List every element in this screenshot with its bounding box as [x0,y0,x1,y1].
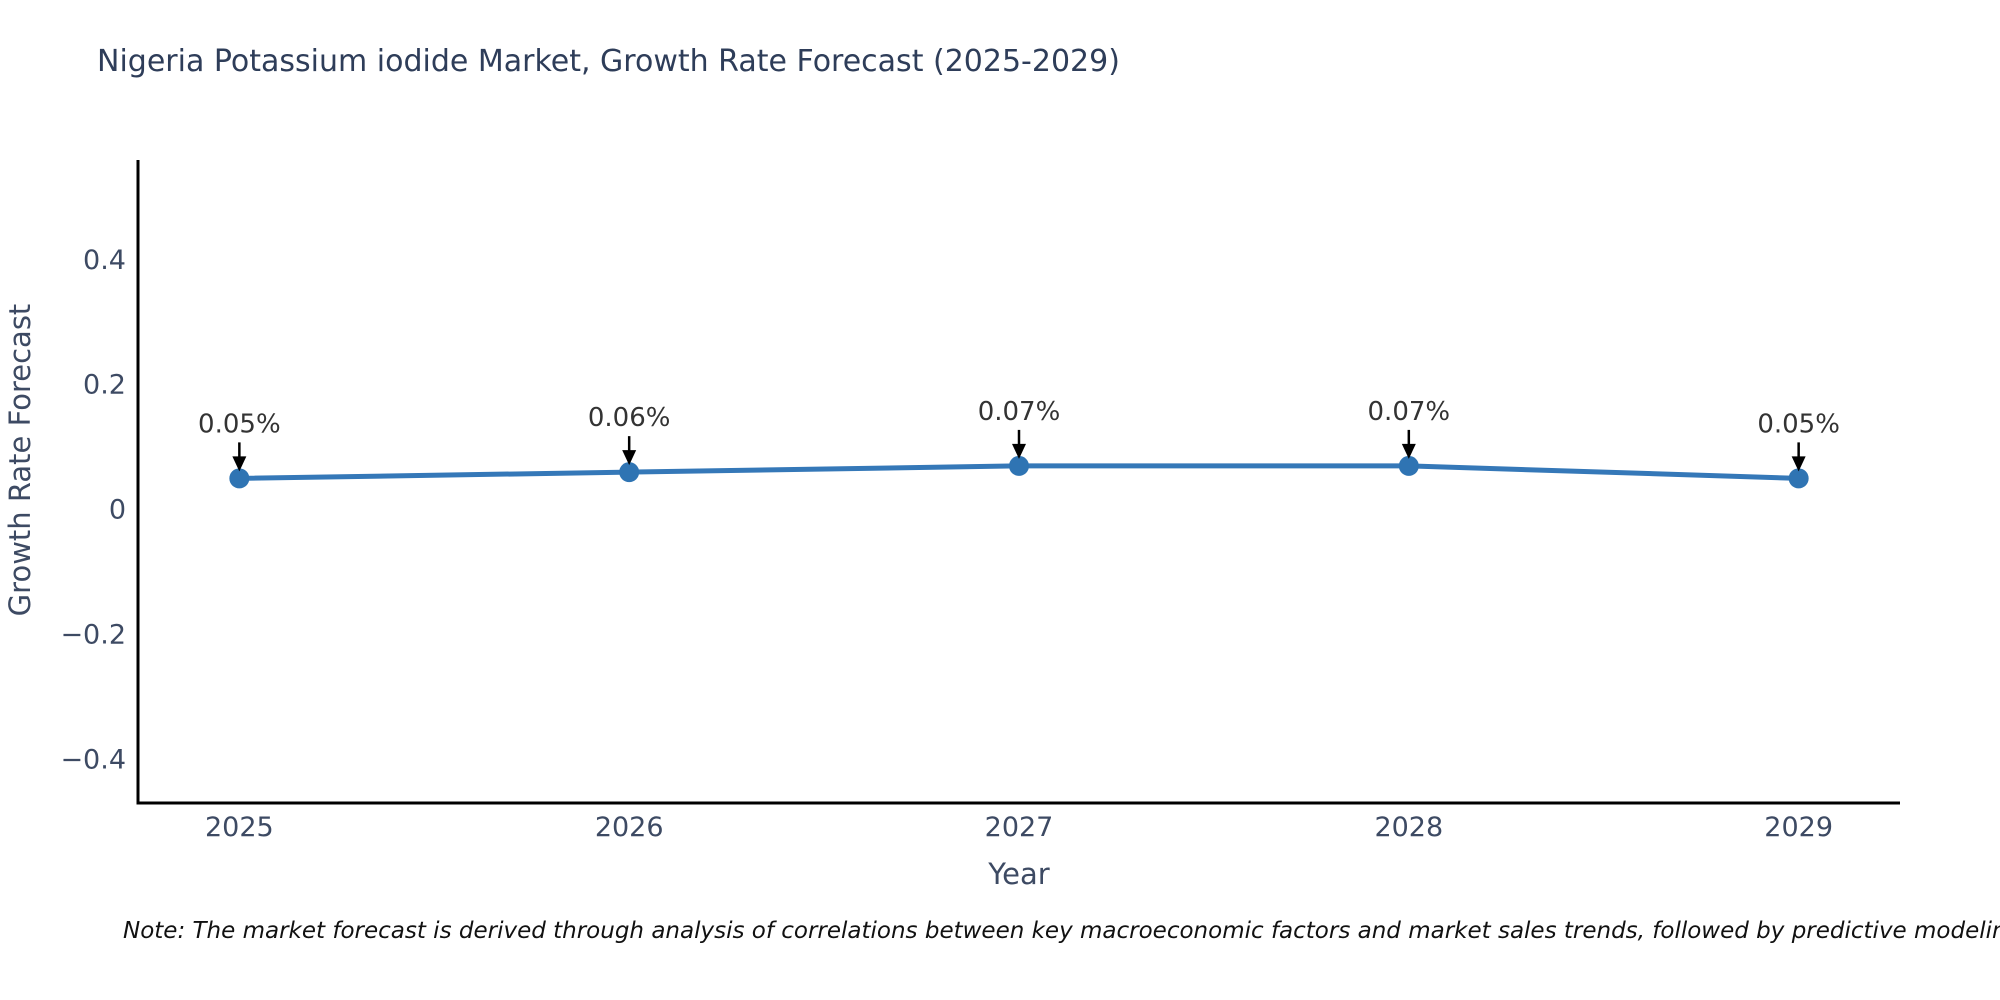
x-tick-label: 2027 [985,812,1054,843]
annotation-arrowhead-icon [1401,443,1416,459]
x-tick-label: 2029 [1764,812,1833,843]
data-point [1788,468,1809,489]
annotation-arrowhead-icon [622,450,637,466]
annotation-label: 0.06% [588,403,671,433]
y-tick-label: 0.2 [83,370,126,401]
y-tick-label: −0.2 [60,619,126,650]
annotation-label: 0.05% [198,409,281,439]
y-tick-label: 0.4 [83,245,126,276]
annotation-arrowhead-icon [1012,443,1026,459]
data-point [1009,455,1029,476]
annotation-label: 0.05% [1757,409,1840,439]
footnote: Note: The market forecast is derived thr… [123,918,2000,944]
annotation-label: 0.07% [978,397,1061,427]
x-axis-title: Year [987,857,1049,891]
chart-title: Nigeria Potassium iodide Market, Growth … [97,44,1120,79]
data-point [619,462,640,483]
annotation-arrowhead-icon [1791,456,1806,472]
y-tick-label: 0 [109,495,126,526]
data-point [1398,455,1419,476]
data-point [229,468,250,489]
x-tick-label: 2025 [205,812,274,843]
y-tick-label: −0.4 [60,744,126,775]
annotation-label: 0.07% [1368,397,1451,427]
y-axis-title: Growth Rate Forecast [3,304,37,617]
x-tick-label: 2026 [595,812,664,843]
x-tick-label: 2028 [1374,812,1443,843]
annotation-arrowhead-icon [232,456,247,472]
